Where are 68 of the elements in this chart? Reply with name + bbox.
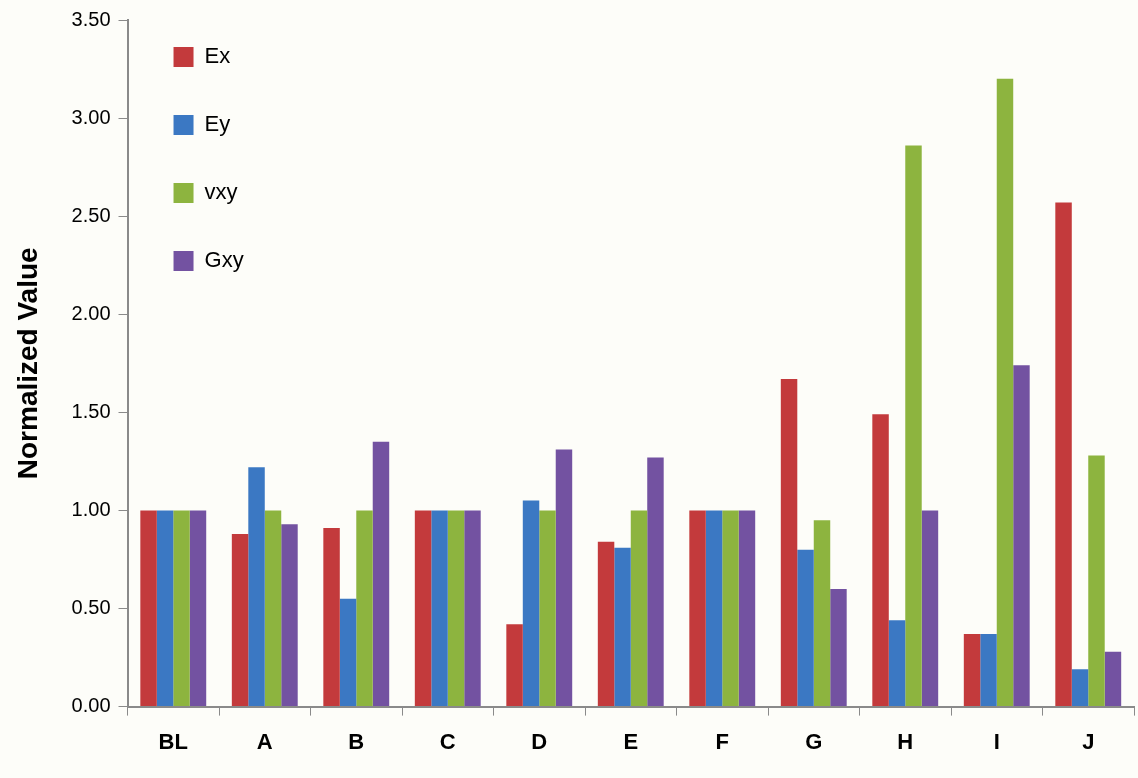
bar <box>464 510 481 707</box>
legend-label: Gxy <box>204 247 244 273</box>
bar <box>705 510 723 707</box>
x-tick-label: C <box>439 728 456 754</box>
bar <box>722 510 739 707</box>
bar <box>447 510 465 707</box>
bar <box>1088 455 1105 707</box>
bar <box>339 598 357 707</box>
bar <box>414 510 432 707</box>
bar <box>140 510 157 707</box>
bar <box>597 541 615 707</box>
y-tick-label: 3.00 <box>71 105 111 128</box>
legend-label: Ex <box>204 43 231 69</box>
bar <box>522 500 540 707</box>
bar <box>506 624 523 707</box>
bar <box>555 449 573 707</box>
bar <box>813 520 831 707</box>
x-tick-label: B <box>348 728 365 754</box>
bar <box>156 510 174 707</box>
bar <box>539 510 556 707</box>
bar <box>647 457 664 707</box>
y-tick-label: 2.00 <box>71 301 111 324</box>
y-tick-label: 2.50 <box>71 203 111 226</box>
y-axis-title: Normalized Value <box>11 247 43 480</box>
y-tick-label: 1.00 <box>71 497 111 520</box>
x-tick-label: J <box>1082 728 1095 754</box>
bar <box>281 524 298 707</box>
bar <box>372 441 390 707</box>
bar <box>872 414 889 707</box>
y-tick-label: 3.50 <box>71 7 111 30</box>
bar <box>905 145 922 707</box>
x-tick-label: F <box>715 728 729 754</box>
bar <box>323 528 340 707</box>
bar <box>1104 651 1122 707</box>
bar <box>1055 202 1072 707</box>
x-tick-label: BL <box>158 728 188 754</box>
bar <box>356 510 373 707</box>
bar <box>996 78 1014 707</box>
bar <box>630 510 648 707</box>
bar <box>738 510 756 707</box>
x-tick-label: I <box>993 728 1000 754</box>
y-tick-label: 0.50 <box>71 596 111 619</box>
bar <box>173 510 190 707</box>
legend-label: Ey <box>204 111 231 137</box>
bar <box>921 510 939 707</box>
legend-label: vxy <box>204 179 238 205</box>
bar <box>797 549 814 707</box>
bar <box>1071 669 1089 707</box>
x-tick-label: G <box>805 728 823 754</box>
x-tick-label: E <box>623 728 639 754</box>
bar <box>189 510 207 707</box>
bar <box>248 467 265 707</box>
bar <box>689 510 706 707</box>
bar <box>830 588 847 707</box>
x-tick-label: A <box>256 728 273 754</box>
x-tick-label: H <box>897 728 914 754</box>
bar <box>888 620 906 707</box>
bar <box>963 634 981 707</box>
x-tick-label: D <box>531 728 548 754</box>
y-tick-label: 0.00 <box>71 694 111 717</box>
bar <box>780 378 798 707</box>
bar <box>264 510 282 707</box>
bar <box>614 547 631 707</box>
bar <box>1013 365 1030 707</box>
bar <box>980 634 997 707</box>
bar <box>231 533 249 707</box>
y-tick-label: 1.50 <box>71 399 111 422</box>
bar <box>431 510 448 707</box>
